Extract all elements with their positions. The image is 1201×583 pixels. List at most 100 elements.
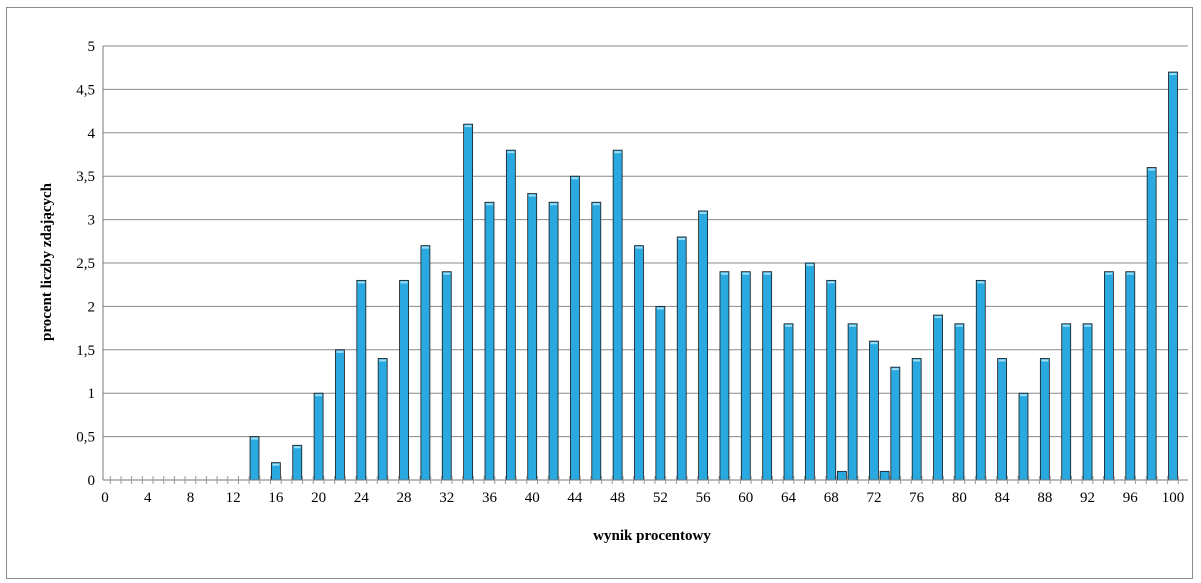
x-tick-label: 88	[1037, 490, 1052, 506]
x-tick-label: 60	[738, 490, 753, 506]
bar	[634, 245, 644, 481]
bar-highlight	[699, 211, 707, 214]
y-axis-ticks: 0 0,5 1 1,5 2 2,5 3 3,5 4 4,5 5	[76, 39, 95, 489]
x-tick-label: 44	[567, 490, 583, 506]
bar	[1061, 323, 1072, 481]
y-tick-label: 2	[88, 299, 96, 315]
bar	[1168, 71, 1178, 481]
bar-highlight	[656, 307, 664, 310]
bar-highlight	[742, 272, 750, 275]
bar	[292, 444, 303, 481]
bar	[954, 323, 965, 481]
bar-highlight	[357, 281, 365, 284]
bar-highlight	[955, 324, 963, 327]
y-tick-label: 3,5	[76, 169, 95, 185]
x-tick-label: 8	[187, 490, 195, 506]
bar	[911, 358, 922, 481]
bar	[612, 149, 623, 481]
x-tick-label: 0	[101, 490, 109, 506]
x-tick-label: 100	[1162, 490, 1185, 506]
bar-highlight	[678, 237, 686, 240]
bar	[676, 236, 687, 481]
bar	[719, 271, 730, 481]
bar	[698, 210, 708, 481]
bar-highlight	[849, 324, 857, 327]
y-tick-label: 4	[88, 126, 96, 142]
bar-chart: 00,511,522,533,544,55 0 4 8 12 16 20 24 28 32 36 4…	[39, 39, 1188, 544]
bar	[1018, 392, 1029, 481]
bar-highlight	[891, 368, 899, 371]
x-tick-label: 16	[268, 490, 284, 506]
bar	[997, 358, 1008, 481]
bar	[570, 175, 580, 481]
bar	[356, 279, 367, 481]
x-tick-label: 56	[696, 490, 712, 506]
bar-highlight	[1105, 272, 1113, 275]
gridlines	[103, 45, 1188, 438]
y-axis-title: procent liczby zdających	[39, 182, 55, 341]
x-tick-label: 32	[439, 490, 454, 506]
chart-frame: 0 0,5 1 1,5 2 2,5 3 3,5 4 4,5 5 0 4 8 12 16 20 24 28 32 36 4…	[6, 7, 1193, 579]
x-axis-title: wynik procentowy	[593, 528, 711, 544]
bar-highlight	[443, 272, 451, 275]
bar-highlight	[315, 394, 323, 397]
bar	[826, 279, 837, 481]
bar-highlight	[1041, 359, 1049, 362]
y-tick-label: 0	[88, 473, 96, 489]
y-tick-label: 3	[88, 213, 96, 229]
bar	[335, 349, 345, 481]
bar	[1082, 323, 1093, 481]
bar	[1125, 271, 1136, 481]
x-tick-label: 36	[482, 490, 498, 506]
bar	[441, 271, 452, 481]
bar-highlight	[507, 151, 515, 154]
bar-highlight	[293, 446, 301, 449]
bar	[249, 436, 260, 481]
bar	[1104, 271, 1114, 481]
bar	[399, 279, 409, 481]
bar	[975, 279, 986, 481]
bar-highlight	[485, 203, 493, 206]
y-tick-label: 1	[88, 386, 96, 402]
x-tick-label: 68	[824, 490, 839, 506]
bar-highlight	[1019, 394, 1027, 397]
y-tick-label: 5	[88, 39, 96, 55]
bar-small	[837, 470, 847, 481]
bar	[484, 201, 495, 481]
x-tick-label: 28	[397, 490, 412, 506]
bar-highlight	[1062, 324, 1070, 327]
bar	[377, 358, 388, 481]
bar-highlight	[550, 203, 558, 206]
x-tick-label: 48	[610, 490, 625, 506]
x-tick-label: 64	[781, 490, 797, 506]
bar	[527, 193, 538, 481]
x-tick-label: 24	[354, 490, 370, 506]
bar-highlight	[870, 342, 878, 345]
bar-highlight	[785, 324, 793, 327]
x-tick-label: 84	[995, 490, 1011, 506]
bar-highlight	[998, 359, 1006, 362]
bar-highlight	[272, 463, 280, 466]
bar	[463, 123, 474, 481]
bar	[591, 201, 602, 481]
x-tick-label: 52	[653, 490, 668, 506]
bar-highlight	[635, 246, 643, 249]
bar	[740, 271, 751, 481]
x-axis-ticks: 0 4 8 12 16 20 24 28 32 36 40 44 48 52 56 60 64 68 72 76 80 8…	[101, 476, 1184, 506]
bar-highlight	[827, 281, 835, 284]
y-tick-label: 2,5	[76, 256, 95, 272]
bar-highlight	[251, 437, 259, 440]
x-tick-label: 96	[1123, 490, 1139, 506]
y-tick-label: 0,5	[76, 430, 95, 446]
bar	[1039, 358, 1050, 481]
bar-highlight	[528, 194, 536, 197]
x-tick-label: 92	[1080, 490, 1095, 506]
bar	[933, 314, 943, 481]
bar	[847, 323, 858, 481]
bar	[1146, 167, 1157, 481]
bar-highlight	[977, 281, 985, 284]
bar	[505, 149, 516, 481]
bar-small	[879, 470, 890, 481]
x-tick-label: 20	[311, 490, 326, 506]
bar-highlight	[400, 281, 408, 284]
